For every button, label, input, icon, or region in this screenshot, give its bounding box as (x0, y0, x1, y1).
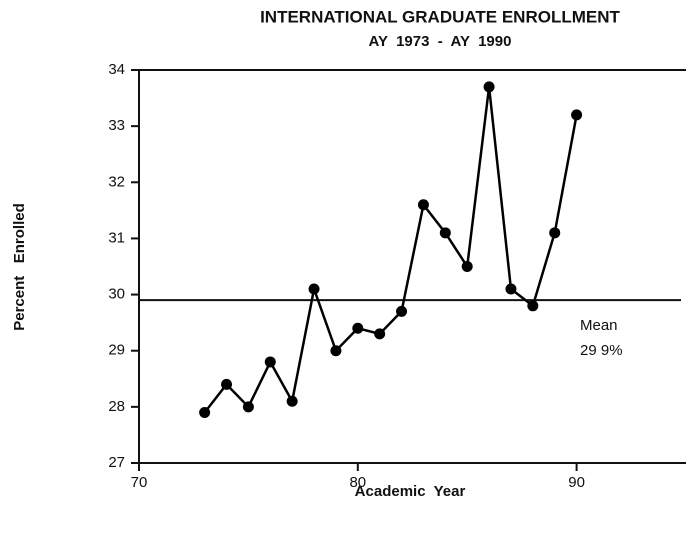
y-tick-label: 33 (108, 117, 125, 134)
y-tick-label: 29 (108, 342, 125, 359)
data-point (549, 227, 561, 239)
data-point (527, 300, 539, 312)
x-tick-label: 90 (568, 474, 585, 491)
y-tick-label: 30 (108, 286, 125, 303)
data-point (221, 378, 233, 390)
y-tick-label: 27 (108, 454, 125, 471)
data-line (203, 86, 578, 414)
x-tick-label: 80 (349, 474, 366, 491)
y-tick-label: 28 (108, 398, 125, 415)
data-point (242, 401, 254, 413)
annotation: Mean (580, 317, 618, 334)
y-axis-label: Percent Enrolled (11, 203, 28, 331)
annotation: 29 9% (580, 342, 623, 359)
data-point (264, 356, 276, 368)
data-point (352, 322, 364, 334)
y-tick-label: 34 (108, 61, 125, 78)
data-point (308, 283, 320, 295)
y-tick-label: 31 (108, 229, 125, 246)
data-point (199, 406, 211, 418)
y-tick-label: 32 (108, 173, 125, 190)
data-point (374, 328, 386, 340)
data-point (571, 109, 583, 121)
data-point (505, 283, 517, 295)
data-point (461, 261, 473, 272)
chart-subtitle: AY 1973 - AY 1990 (369, 33, 512, 50)
data-point (417, 199, 429, 211)
x-tick-label: 70 (131, 474, 148, 491)
data-point (483, 81, 495, 93)
data-point (330, 345, 342, 357)
x-axis-label: Academic Year (355, 483, 466, 500)
data-point (439, 227, 451, 239)
data-point (396, 305, 408, 317)
data-point (286, 395, 298, 407)
chart-title: INTERNATIONAL GRADUATE ENROLLMENT (260, 7, 620, 26)
